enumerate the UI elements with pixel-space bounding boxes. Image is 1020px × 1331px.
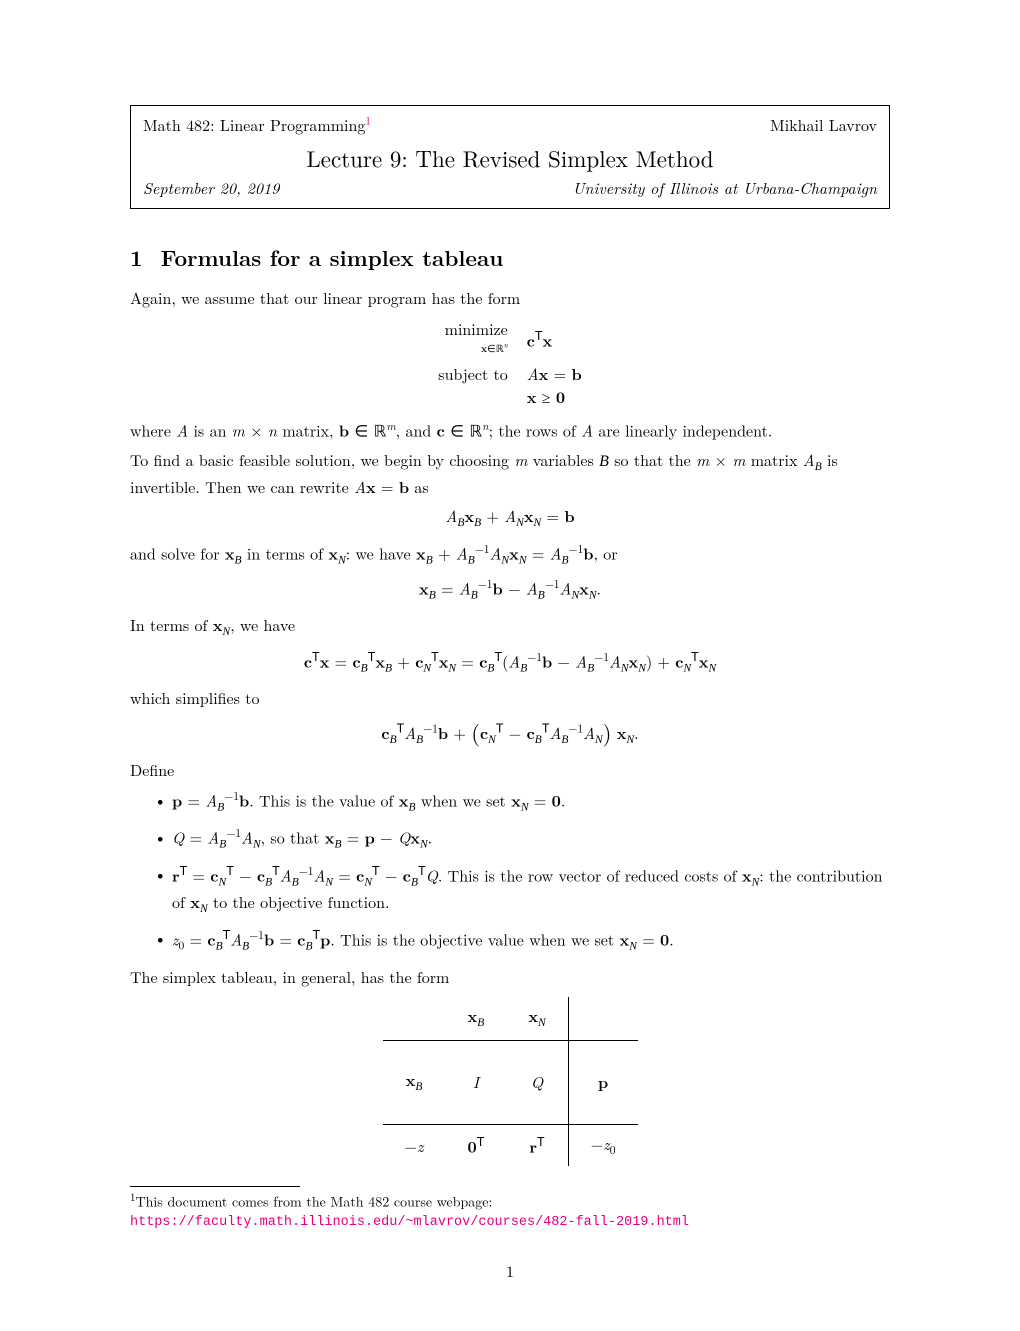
tab-r1c3: p <box>568 1040 637 1124</box>
footnote-mark-top: 1 <box>365 114 371 129</box>
para-6: which simplifies to <box>130 687 890 709</box>
definition-list: p = AB−1b. This is the value of xB when … <box>130 789 890 956</box>
date: September 20, 2019 <box>143 177 279 199</box>
header-row-1: Math 482: Linear Programming1 Mikhail La… <box>143 114 877 136</box>
tab-r2c3: −z0 <box>568 1124 637 1166</box>
def-p: p = AB−1b. This is the value of xB when … <box>158 789 890 816</box>
tableau-wrap: xB xN xB I Q p −z 0T rT −z0 <box>130 997 890 1166</box>
tab-r1c1: I <box>446 1040 507 1124</box>
section-title: Formulas for a simplex tableau <box>161 242 504 273</box>
footnote: 1This document comes from the Math 482 c… <box>130 1191 890 1231</box>
footnote-text: This document comes from the Math 482 co… <box>136 1192 493 1212</box>
para-3: To find a basic feasible solution, we be… <box>130 449 890 497</box>
para-8: The simplex tableau, in general, has the… <box>130 966 890 988</box>
tab-r2c0: −z <box>383 1124 446 1166</box>
para-7: Define <box>130 759 890 781</box>
para-1: Again, we assume that our linear program… <box>130 287 890 309</box>
def-r: rT = cNT − cBTAB−1AN = cNT − cBTQ. This … <box>158 863 890 918</box>
simplex-tableau: xB xN xB I Q p −z 0T rT −z0 <box>383 997 638 1166</box>
eq-3: cTx = cBTxB + cNTxN = cBT(AB−1b − AB−1AN… <box>130 649 890 677</box>
institution: University of Illinois at Urbana-Champai… <box>573 177 877 199</box>
course-label: Math 482: Linear Programming1 <box>143 114 371 136</box>
footnote-link[interactable]: https://faculty.math.illinois.edu/~mlavr… <box>130 1215 689 1230</box>
lp-block: minimize x∈ℝn cTx subject to Ax = b x ≥ … <box>130 317 890 409</box>
def-q: Q = AB−1AN, so that xB = p − QxN. <box>158 826 890 853</box>
tab-r1c2: Q <box>506 1040 568 1124</box>
page-number: 1 <box>130 1260 890 1282</box>
author: Mikhail Lavrov <box>770 114 877 136</box>
eq-2: xB = AB−1b − AB−1ANxN. <box>130 577 890 604</box>
tab-r2c1: 0T <box>446 1124 507 1166</box>
footnote-rule <box>130 1186 300 1187</box>
header-row-2: September 20, 2019 University of Illinoi… <box>143 177 877 199</box>
tab-r2c2: rT <box>506 1124 568 1166</box>
lp-min: minimize <box>445 317 508 340</box>
tab-h2: xN <box>506 997 568 1040</box>
section-number: 1 <box>130 242 143 273</box>
para-2: where A is an m × n matrix, b ∈ ℝm, and … <box>130 419 890 441</box>
para-5: In terms of xN, we have <box>130 614 890 641</box>
tab-r1c0: xB <box>383 1040 446 1124</box>
lp-domain: x∈ℝn <box>481 341 508 355</box>
section-heading: 1 Formulas for a simplex tableau <box>130 243 890 273</box>
header-box: Math 482: Linear Programming1 Mikhail La… <box>130 105 890 209</box>
tab-h1: xB <box>446 997 507 1040</box>
def-z0: z0 = cBTAB−1b = cBTp. This is the object… <box>158 927 890 955</box>
eq-1: ABxB + ANxN = b <box>130 505 890 532</box>
eq-4: cBTAB−1b + (cNT − cBTAB−1AN) xN. <box>130 716 890 749</box>
para-4: and solve for xB in terms of xN: we have… <box>130 542 890 569</box>
course-text: Math 482: Linear Programming <box>143 113 365 136</box>
lecture-title: Lecture 9: The Revised Simplex Method <box>143 142 877 173</box>
